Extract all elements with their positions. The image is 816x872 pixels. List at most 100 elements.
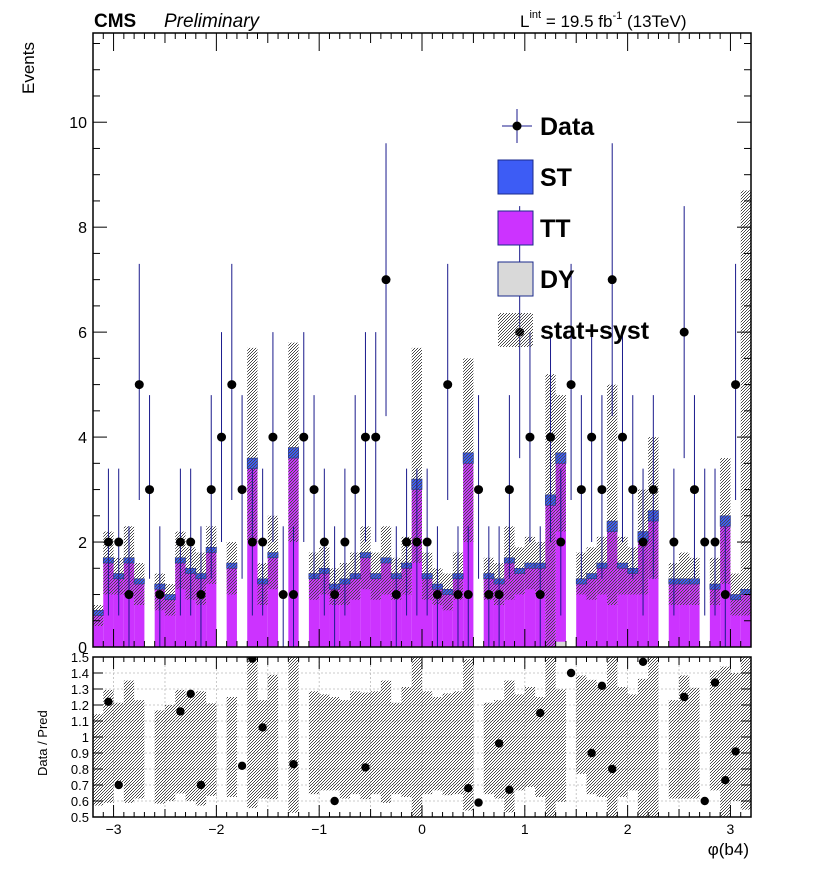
uncertainty-band — [586, 547, 597, 600]
ratio-point — [536, 708, 545, 718]
data-point — [103, 537, 113, 547]
data-point — [556, 537, 566, 547]
ratio-uncertainty-band — [164, 705, 176, 801]
uncertainty-band — [514, 547, 525, 595]
x-tick-label: 3 — [727, 821, 735, 837]
data-point — [700, 537, 710, 547]
bar-tt — [350, 578, 361, 647]
uncertainty-band — [689, 557, 700, 606]
ratio-uncertainty-band — [586, 679, 597, 795]
data-point — [484, 590, 494, 600]
x-tick-label: 1 — [521, 821, 529, 837]
uncertainty-band — [164, 584, 176, 616]
legend-swatch-uncertainty — [498, 313, 533, 347]
ratio-uncertainty-band — [154, 710, 165, 804]
ratio-tick-label: 1.3 — [71, 682, 89, 697]
ratio-point — [566, 668, 576, 678]
legend-swatch-tt — [497, 210, 534, 246]
ratio-point — [608, 764, 617, 774]
uncertainty-band — [370, 552, 381, 600]
data-point — [669, 537, 679, 547]
bar-tt — [380, 563, 392, 647]
ratio-tick-label: 0.6 — [71, 794, 89, 809]
uncertainty-band — [679, 552, 690, 606]
data-point — [453, 590, 463, 600]
ratio-uncertainty-band — [730, 673, 741, 801]
data-point — [566, 380, 576, 390]
ratio-uncertainty-band — [668, 700, 680, 799]
ratio-uncertainty-band — [555, 689, 566, 802]
ratio-point — [700, 796, 709, 806]
bar-tt — [730, 599, 741, 647]
legend-swatch-dy — [497, 261, 534, 297]
data-point — [134, 380, 144, 390]
ratio-tick-label: 1 — [82, 730, 89, 745]
ratio-tick-label: 1.4 — [71, 666, 89, 681]
ratio-uncertainty-band — [339, 700, 351, 799]
y-tick-label: 8 — [78, 220, 87, 237]
uncertainty-band — [463, 358, 474, 543]
bar-tt — [226, 568, 237, 647]
legend: Data ST TT DY stat+syst — [497, 109, 650, 347]
ratio-uncertainty-band — [350, 691, 361, 795]
y-tick-label: 4 — [78, 430, 87, 447]
experiment-label: CMS — [94, 11, 136, 32]
ratio-uncertainty-band — [720, 666, 731, 817]
data-point — [648, 485, 658, 495]
ratio-uncertainty-band — [627, 694, 638, 791]
ratio-uncertainty-band — [514, 694, 525, 791]
legend-label: stat+syst — [540, 317, 650, 345]
data-point — [381, 275, 391, 285]
data-point — [124, 590, 134, 600]
bar-tt — [709, 589, 721, 647]
bar-tt — [308, 578, 320, 647]
uncertainty-band — [524, 536, 536, 590]
ratio-uncertainty-band — [185, 694, 196, 801]
x-tick-label: 2 — [624, 821, 632, 837]
ratio-uncertainty-band — [288, 657, 299, 813]
ratio-point — [186, 689, 195, 698]
data-point — [350, 485, 360, 495]
uncertainty-band — [247, 347, 258, 543]
legend-label: TT — [540, 215, 571, 243]
ratio-uncertainty-band — [411, 657, 422, 817]
data-point — [186, 537, 196, 547]
ratio-point — [114, 780, 123, 790]
ratio-uncertainty-band — [380, 680, 392, 803]
data-point — [504, 485, 514, 495]
data-point — [535, 590, 545, 600]
data-point — [617, 432, 627, 442]
ratio-uncertainty-band — [452, 691, 464, 795]
data-point — [432, 590, 442, 600]
ratio-tick-label: 1.2 — [71, 698, 89, 713]
ratio-uncertainty-band — [422, 691, 433, 795]
ratio-point — [597, 681, 607, 690]
uncertainty-band — [267, 515, 279, 590]
ratio-uncertainty-band — [709, 670, 721, 791]
ratio-uncertainty-band — [535, 697, 546, 797]
data-point — [391, 590, 401, 600]
uncertainty-band — [442, 573, 453, 611]
data-point — [299, 432, 309, 442]
ratio-point — [474, 798, 483, 807]
ratio-uncertainty-band — [226, 697, 237, 797]
ratio-point — [248, 657, 257, 663]
ratio-point — [196, 780, 206, 790]
ratio-point — [638, 657, 648, 666]
x-tick-label: −1 — [311, 821, 327, 837]
ratio-uncertainty-band — [360, 692, 371, 800]
ratio-uncertainty-band — [257, 700, 268, 799]
data-point — [371, 432, 381, 442]
ratio-uncertainty-band — [432, 697, 443, 791]
data-point — [607, 275, 617, 285]
ratio-uncertainty-band — [308, 691, 320, 795]
ratio-uncertainty-band — [576, 675, 587, 774]
ratio-uncertainty-band — [463, 659, 474, 811]
ratio-axis-title: Data / Pred — [35, 710, 50, 776]
legend-label: ST — [540, 164, 572, 192]
uncertainty-band — [720, 458, 731, 585]
ratio-uncertainty-band — [493, 700, 505, 799]
data-point — [196, 590, 206, 600]
data-point — [402, 537, 412, 547]
x-tick-label: −2 — [208, 821, 224, 837]
